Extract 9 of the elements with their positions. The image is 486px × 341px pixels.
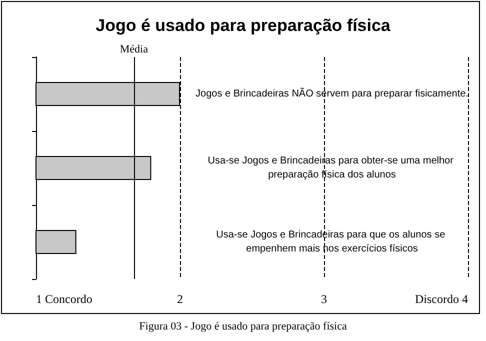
x-tick-label: Discordo 4 xyxy=(415,292,468,306)
text: Figura 03 - Jogo é usado para preparação física xyxy=(139,320,347,332)
chart-title: Jogo é usado para preparação física xyxy=(96,16,391,35)
y-tick-label: Usa-se Jogos e Brincadeiras para obter-se uma melhor preparação física dos alunos xyxy=(208,156,456,180)
ref-line-label: Média xyxy=(120,44,148,56)
y-tick-label: Jogos e Brincadeiras NÃO servem para preparar fisicamente. xyxy=(196,88,468,100)
x-tick-label: 1 Concordo xyxy=(36,292,92,306)
x-tick-label: 2 xyxy=(177,292,183,306)
x-tick-label: 3 xyxy=(321,292,327,306)
